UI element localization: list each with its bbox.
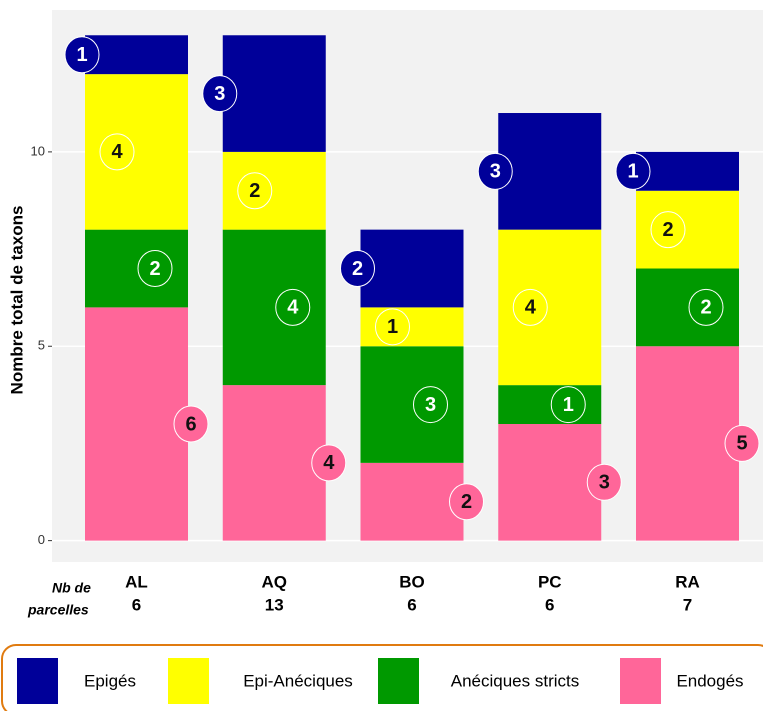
data-label: 1 <box>76 44 87 66</box>
bar-segment <box>222 35 326 152</box>
parcel-count: 6 <box>545 595 554 614</box>
label-badge <box>477 152 513 190</box>
label-badge <box>413 386 448 424</box>
bar-segment <box>498 385 602 424</box>
data-label: 4 <box>287 297 299 319</box>
label-badge <box>586 463 622 501</box>
data-label: 2 <box>249 180 260 202</box>
data-label: 2 <box>662 219 673 241</box>
label-badge <box>311 444 347 482</box>
data-label: 1 <box>563 394 574 416</box>
label-badge <box>449 483 484 521</box>
bar-segment <box>636 151 739 191</box>
bar-segment <box>498 424 602 541</box>
label-badge <box>173 405 209 443</box>
data-label: 3 <box>599 472 610 494</box>
label-badge <box>64 36 100 74</box>
label-badge <box>688 288 724 326</box>
y-tick-label: 0 <box>38 532 45 547</box>
label-badge <box>237 172 273 210</box>
label-badge <box>375 308 410 346</box>
x-tick-label: RA <box>675 572 700 591</box>
legend-label: Endogés <box>676 671 743 690</box>
bar-segment <box>222 385 326 541</box>
label-badge <box>724 424 760 462</box>
x-tick-label: AQ <box>262 572 288 591</box>
parcel-count: 13 <box>265 595 284 614</box>
legend-swatch <box>168 658 209 704</box>
bar-segment <box>636 268 739 347</box>
legend-label: Epigés <box>84 671 136 690</box>
bar-segment <box>360 229 464 308</box>
data-label: 3 <box>214 83 225 105</box>
data-label: 2 <box>461 491 472 513</box>
data-label: 4 <box>111 141 123 163</box>
x-tick-label: BO <box>399 572 425 591</box>
label-badge <box>650 211 686 249</box>
data-label: 3 <box>425 394 436 416</box>
label-badge <box>340 250 375 288</box>
label-badge <box>137 250 173 288</box>
data-label: 2 <box>352 258 363 280</box>
bar-segment <box>498 113 602 230</box>
bar-segment <box>85 35 188 75</box>
y-tick-label: 5 <box>38 338 45 353</box>
data-label: 6 <box>185 413 196 435</box>
bar-segment <box>360 346 464 463</box>
label-badge <box>550 386 586 424</box>
label-badge <box>512 288 548 326</box>
y-tick-label: 10 <box>31 143 45 158</box>
parcel-count: 7 <box>683 595 692 614</box>
legend-label: Anéciques stricts <box>451 671 580 690</box>
x-tick-label: AL <box>125 572 148 591</box>
x-label-line: Nb de <box>52 580 91 596</box>
parcel-count: 6 <box>132 595 141 614</box>
bar-segment <box>85 307 188 541</box>
data-label: 5 <box>736 433 747 455</box>
data-label: 2 <box>700 297 711 319</box>
label-badge <box>275 288 311 326</box>
data-label: 1 <box>387 316 398 338</box>
data-label: 3 <box>490 161 501 183</box>
legend-swatch <box>17 658 58 704</box>
bar-segment <box>222 229 326 386</box>
data-label: 2 <box>149 258 160 280</box>
label-badge <box>202 75 238 113</box>
data-label: 1 <box>627 161 638 183</box>
legend-swatch <box>378 658 419 704</box>
bar-segment <box>85 229 188 308</box>
data-label: 4 <box>525 297 537 319</box>
legend-swatch <box>620 658 661 704</box>
legend-label: Epi-Anéciques <box>243 671 353 690</box>
x-label-line: parcelles <box>27 602 89 618</box>
parcel-count: 6 <box>407 595 416 614</box>
x-tick-label: PC <box>538 572 562 591</box>
bar-segment <box>360 462 464 541</box>
label-badge <box>99 133 135 171</box>
data-label: 4 <box>323 452 335 474</box>
y-axis-title: Nombre total de taxons <box>7 206 26 395</box>
label-badge <box>615 152 651 190</box>
bar-segment <box>636 346 739 541</box>
